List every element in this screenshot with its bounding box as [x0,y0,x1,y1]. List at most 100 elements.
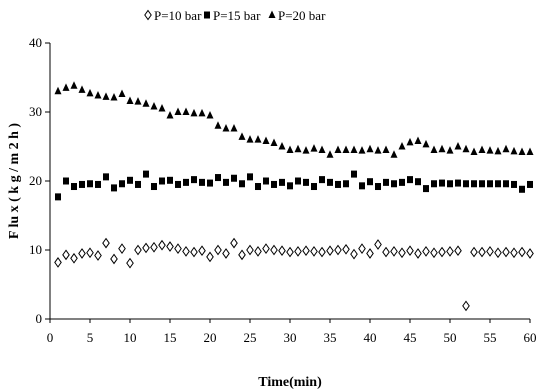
series-1-points [54,237,534,312]
x-tick-label: 25 [244,330,257,345]
data-point [302,146,310,154]
data-point [470,246,478,258]
data-point [446,146,454,154]
data-point [254,246,262,257]
data-point [55,193,61,201]
data-point [231,174,237,182]
data-point [271,180,277,188]
data-point [423,185,429,193]
y-tick-label: 0 [36,311,43,326]
data-point [166,110,174,119]
data-point [414,248,422,259]
data-point [510,247,518,259]
x-tick-label: 30 [284,330,297,345]
data-point [278,245,286,257]
data-point [303,178,309,186]
data-point [326,150,334,158]
data-point [238,132,246,140]
data-point [494,146,502,155]
data-point [343,180,349,188]
data-point [438,144,446,153]
axis-ticks: 0 10 20 30 40 0 5 10 15 20 25 30 35 40 45 50 55 60 [29,35,537,345]
data-point [94,250,102,261]
data-point [230,124,238,132]
series-3-points [54,81,534,158]
data-point [310,246,318,257]
legend-entry: P=10 bar [154,8,202,23]
data-point [78,248,86,259]
data-point [326,245,334,257]
data-point [206,110,214,119]
data-point [454,245,462,257]
data-point [247,173,253,181]
data-point [262,243,270,254]
data-point [462,144,470,153]
data-point [262,136,270,144]
data-point [327,178,333,186]
data-point [150,101,158,110]
data-point [407,176,413,184]
data-point [190,246,198,258]
data-point [239,180,245,188]
data-point [406,245,414,257]
data-point [238,249,246,261]
data-point [151,183,157,191]
data-point [79,180,85,188]
data-point [374,239,382,250]
x-tick-label: 35 [324,330,337,345]
y-tick-label: 10 [29,242,42,257]
data-point [342,243,350,255]
data-point [342,145,350,153]
data-point [455,179,461,187]
data-point [126,257,134,269]
x-tick-label: 15 [164,330,177,345]
data-point [398,142,406,150]
data-point [374,146,382,154]
data-point [414,136,422,144]
data-point [422,139,430,148]
data-point [518,246,526,258]
data-point [87,180,93,188]
data-marks [54,81,534,312]
legend-marker [268,10,276,18]
data-point [430,247,438,259]
data-point [495,180,501,188]
data-point [223,178,229,186]
data-point [358,146,366,154]
data-point [111,184,117,192]
data-point [182,246,190,257]
legend: P=10 bar P=15 bar P=20 bar [144,8,326,23]
x-tick-label: 50 [444,330,457,345]
data-point [62,249,70,261]
data-point [54,86,62,95]
data-point [367,178,373,186]
data-point [198,108,206,117]
data-point [391,180,397,188]
data-point [54,257,62,268]
data-point [86,247,94,259]
data-point [350,248,358,260]
data-point [95,180,101,188]
data-point [206,251,214,263]
data-point [150,241,158,253]
data-point [71,183,77,191]
y-tick-label: 20 [29,173,42,188]
data-point [143,170,149,178]
data-point [134,97,142,105]
data-point [127,176,133,184]
data-point [118,89,126,98]
data-point [166,241,174,252]
data-point [279,178,285,186]
data-point [438,246,446,258]
data-point [182,107,190,115]
data-point [286,246,294,258]
data-point [70,81,78,89]
data-point [295,177,301,185]
legend-marker [144,9,152,21]
data-point [158,239,166,251]
data-point [382,246,390,258]
data-point [183,178,189,186]
data-point [359,182,365,190]
data-point [494,247,502,259]
data-point [158,104,166,112]
